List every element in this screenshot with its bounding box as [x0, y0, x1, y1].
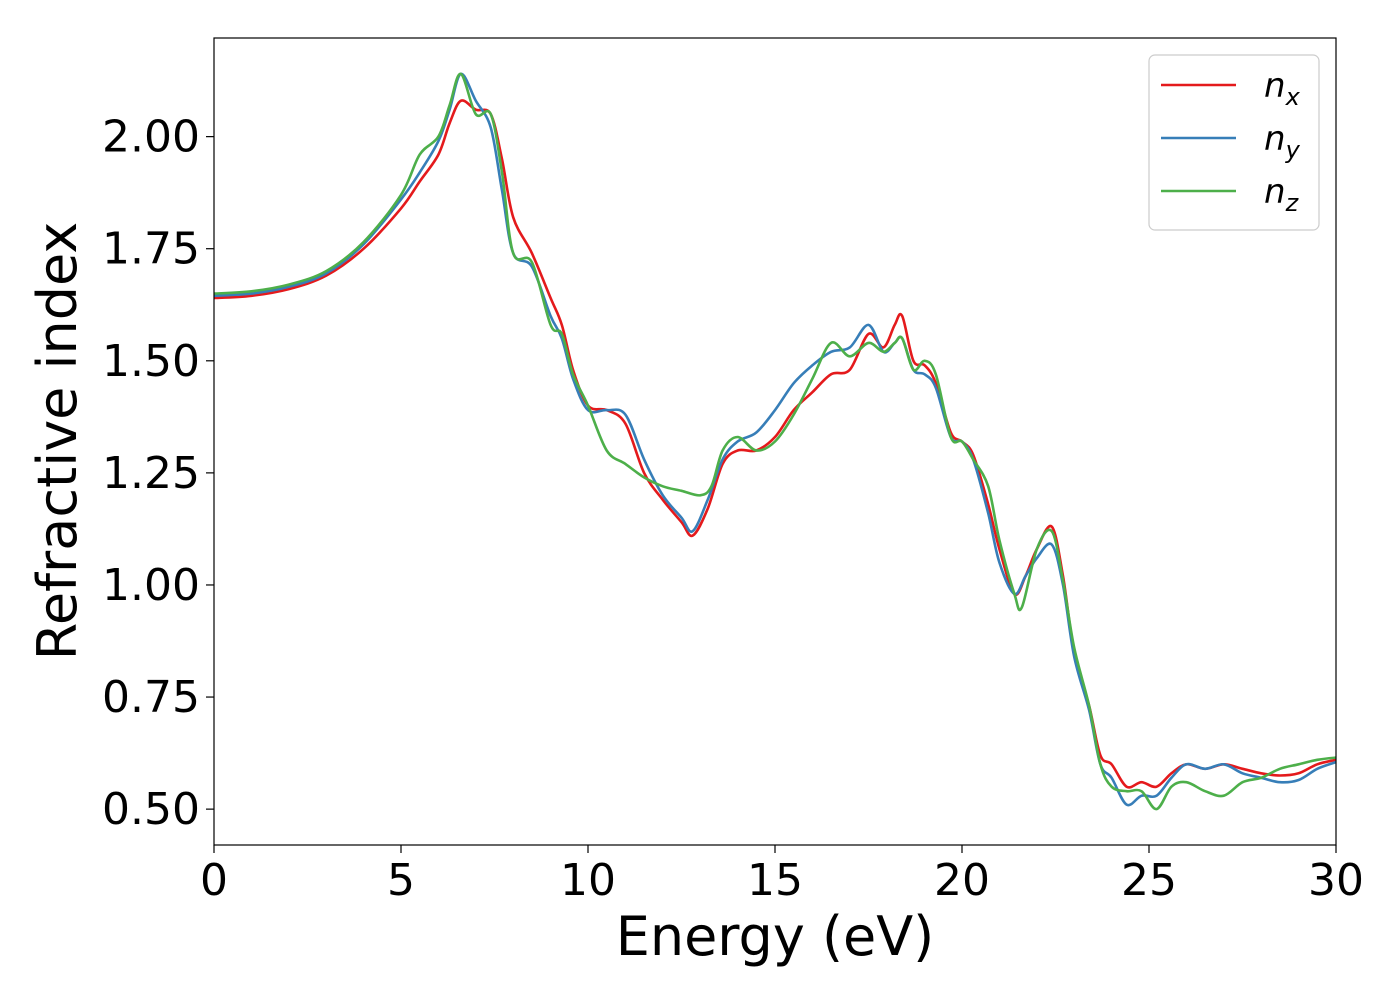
y-tick-label: 1.75 [102, 224, 200, 275]
y-tick-label: 0.50 [102, 784, 200, 835]
y-tick-label: 1.50 [102, 336, 200, 387]
x-tick-label: 0 [200, 855, 228, 906]
legend-label-nz: nz [1264, 172, 1300, 217]
legend: nx ny nz [1148, 54, 1320, 231]
y-tick-label: 0.75 [102, 672, 200, 723]
x-tick-label: 30 [1308, 855, 1364, 906]
y-tick-label: 1.25 [102, 448, 200, 499]
y-tick-label: 1.00 [102, 560, 200, 611]
legend-label-ny: ny [1264, 119, 1301, 164]
x-tick-label: 25 [1121, 855, 1177, 906]
y-axis-label: Refractive index [26, 222, 89, 661]
x-axis-label: Energy (eV) [616, 905, 935, 968]
y-tick-label: 2.00 [102, 112, 200, 163]
axes: 0 5 10 15 20 25 30 0.50 0.75 1.00 1.25 1.50 1.75 2.00 [102, 37, 1364, 906]
x-tick-label: 15 [747, 855, 803, 906]
series-line-ny [214, 72, 1336, 807]
x-tick-label: 20 [934, 855, 990, 906]
x-tick-label: 10 [560, 855, 616, 906]
plot-area [214, 72, 1336, 811]
series-line-nz [214, 72, 1336, 811]
legend-label-nx: nx [1264, 66, 1301, 111]
x-tick-label: 5 [387, 855, 415, 906]
legend-box [1148, 54, 1320, 231]
